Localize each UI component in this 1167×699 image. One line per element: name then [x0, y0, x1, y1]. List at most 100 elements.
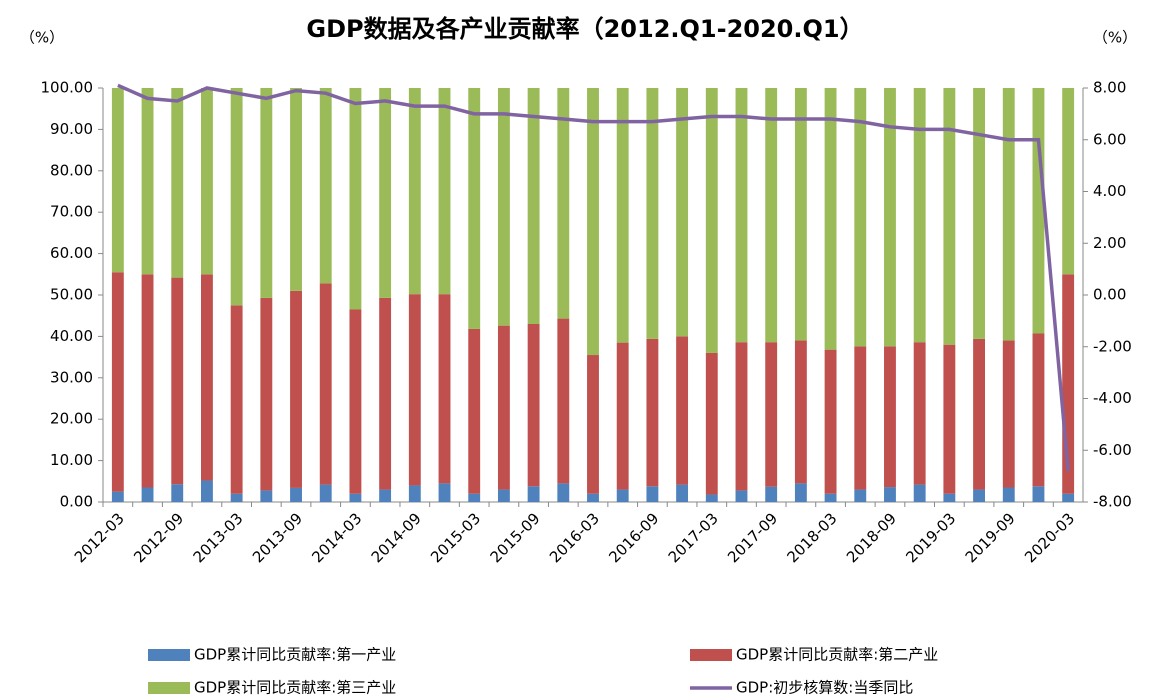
bar-segment: [379, 88, 392, 298]
bar-segment: [527, 486, 540, 502]
bar-segment: [1062, 274, 1075, 494]
bar-segment: [260, 490, 273, 502]
bar-segment: [319, 484, 332, 502]
bar-segment: [141, 274, 154, 488]
bar-segment: [468, 493, 481, 502]
x-tick-label: 2013-09: [249, 509, 306, 566]
bar-segment: [616, 489, 629, 502]
y-tick-label: 100.00: [41, 79, 94, 97]
bar-segment: [824, 88, 837, 350]
bar-segment: [913, 342, 926, 485]
bar-segment: [319, 88, 332, 284]
bar-segment: [230, 493, 243, 502]
bar-segment: [735, 342, 748, 491]
bar-segment: [705, 88, 718, 353]
legend-label: GDP:初步核算数:当季同比: [736, 679, 913, 697]
bar-segment: [557, 88, 570, 319]
bar-segment: [913, 88, 926, 343]
bar-segment: [854, 489, 867, 502]
bar-segment: [379, 297, 392, 490]
bar-segment: [527, 323, 540, 487]
bar-segment: [290, 487, 302, 502]
bar-segment: [111, 272, 124, 492]
bar-segment: [290, 88, 302, 291]
bar-segment: [587, 493, 599, 502]
bar-segment: [735, 490, 748, 502]
bar-segment: [884, 346, 896, 488]
bar-segment: [497, 489, 510, 502]
legend-label: GDP累计同比贡献率:第一产业: [194, 646, 396, 664]
bar-segment: [1062, 88, 1075, 275]
bar-segment: [587, 355, 599, 494]
bar-segment: [171, 277, 184, 485]
bar-segment: [408, 88, 421, 295]
x-tick-label: 2013-03: [190, 509, 247, 566]
bar-segment: [141, 88, 154, 275]
y2-tick-label: -4.00: [1093, 389, 1132, 407]
bar-segment: [973, 88, 985, 339]
bar-segment: [765, 88, 778, 343]
bar-segment: [497, 88, 510, 326]
bar-segment: [111, 491, 124, 502]
bar-segment: [557, 483, 570, 502]
bar-segment: [171, 484, 184, 502]
bar-segment: [854, 346, 867, 490]
bar-segment: [1032, 333, 1045, 487]
bar-segment: [676, 484, 689, 502]
bar-segment: [824, 493, 837, 502]
bar-segment: [438, 294, 451, 484]
y-tick-label: 0.00: [60, 493, 93, 511]
bar-segment: [765, 486, 778, 502]
bar-segment: [290, 290, 302, 488]
bar-segment: [201, 480, 213, 502]
bar-segment: [646, 486, 659, 502]
bar-segment: [230, 305, 243, 494]
bar-segment: [201, 274, 213, 481]
bar-segment: [854, 88, 867, 347]
bar-segment: [646, 88, 659, 339]
bar-segment: [260, 297, 273, 491]
bar-segment: [527, 88, 540, 324]
y2-tick-label: 8.00: [1093, 79, 1126, 97]
x-tick-label: 2020-03: [1021, 509, 1078, 566]
x-tick-label: 2019-03: [902, 509, 959, 566]
legend-swatch: [148, 649, 190, 661]
legend-label: GDP累计同比贡献率:第三产业: [194, 679, 396, 697]
bar-segment: [408, 485, 421, 502]
bar-segment: [705, 352, 718, 495]
bar-segment: [587, 88, 599, 356]
x-tick-label: 2018-09: [843, 509, 900, 566]
bar-segment: [973, 489, 985, 502]
bar-segment: [913, 484, 926, 502]
x-tick-label: 2015-09: [487, 509, 544, 566]
x-tick-label: 2015-03: [427, 509, 484, 566]
x-tick-label: 2017-03: [665, 509, 722, 566]
bar-segment: [884, 88, 896, 347]
bar-segment: [794, 340, 807, 484]
line-series: [117, 83, 1070, 472]
bar-segment: [676, 336, 689, 485]
legend-swatch: [690, 649, 732, 661]
y-tick-label: 50.00: [50, 286, 93, 304]
y2-tick-label: 2.00: [1093, 234, 1126, 252]
bar-segment: [676, 88, 689, 337]
bar-segment: [468, 328, 481, 494]
bar-segment: [1032, 486, 1045, 502]
bar-segment: [884, 487, 896, 502]
y-axis-label: （%）: [20, 29, 64, 47]
bar-segment: [379, 489, 392, 502]
bar-segment: [705, 494, 718, 502]
bar-segment: [943, 493, 956, 502]
y-tick-label: 10.00: [50, 451, 93, 469]
x-tick-label: 2017-09: [724, 509, 781, 566]
x-tick-label: 2016-03: [546, 509, 603, 566]
y2-tick-label: 0.00: [1093, 286, 1126, 304]
x-tick-label: 2018-03: [784, 509, 841, 566]
bar-segment: [824, 349, 837, 494]
x-tick-label: 2014-03: [308, 509, 365, 566]
bar-segment: [1002, 88, 1015, 341]
x-tick-label: 2016-09: [605, 509, 662, 566]
y2-tick-label: -8.00: [1093, 493, 1132, 511]
y-tick-label: 30.00: [50, 368, 93, 386]
x-tick-label: 2019-09: [962, 509, 1019, 566]
